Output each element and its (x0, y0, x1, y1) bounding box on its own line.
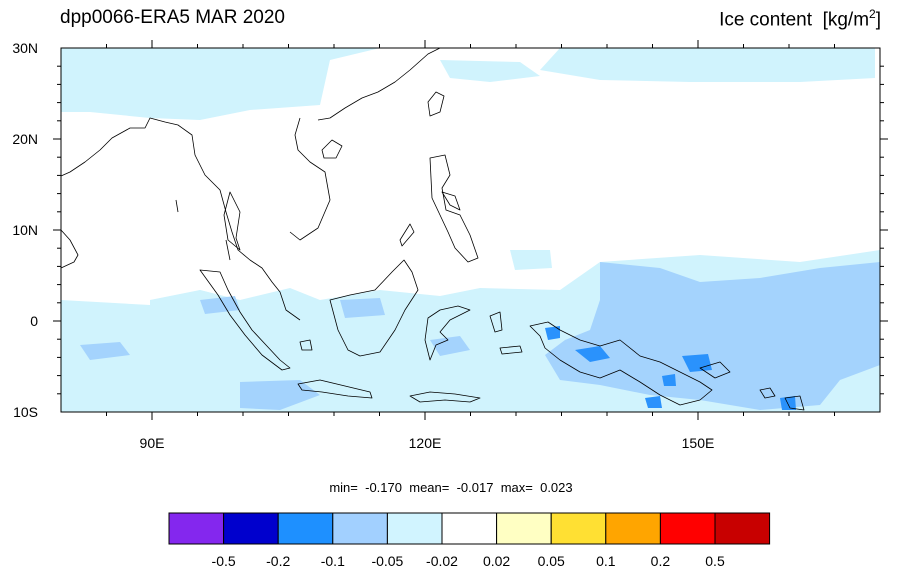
field-patch-dark (575, 346, 610, 362)
colorbar-labels: -0.5 -0.2 -0.1 -0.05 -0.02 0.02 0.05 0.1 0.2 0.5 (212, 553, 725, 569)
units-close: ] (875, 9, 881, 31)
coastline (429, 154, 479, 263)
colorbar-box (659, 512, 716, 545)
units-label: [kg/m (822, 9, 870, 31)
mean-label: mean= (409, 480, 450, 495)
colorbar-box (550, 512, 607, 545)
colorbar-label: 0.2 (651, 553, 671, 569)
field-patch-light (540, 48, 875, 82)
mean-value: -0.017 (456, 480, 494, 495)
coastline (441, 191, 461, 211)
lon-tick-label: 150E (682, 435, 715, 451)
field-patch-dark (780, 396, 796, 410)
field-patch-light (150, 290, 230, 322)
field-patch-medium (340, 298, 385, 318)
colorbar-label: 0.05 (538, 553, 565, 569)
field-patch-dark (645, 396, 662, 408)
coastline (299, 339, 313, 351)
colorbar-box (714, 512, 771, 545)
min-value: -0.170 (365, 480, 402, 495)
colorbar-label: -0.05 (371, 553, 403, 569)
lat-tick-label: 20N (12, 131, 38, 147)
lon-tick-label: 90E (140, 435, 165, 451)
ice-content-field (61, 48, 880, 412)
coastlines (60, 47, 805, 411)
max-label: max= (500, 480, 533, 495)
colorbar-box (605, 512, 661, 545)
colorbar: -0.5 -0.2 -0.1 -0.05 -0.02 0.02 0.05 0.1 0.2 0.5 (168, 512, 771, 569)
plot-title: dpp0066-ERA5 MAR 2020 (60, 7, 285, 28)
coastline (699, 361, 731, 379)
coastline (321, 139, 343, 159)
lat-tick-label: 10N (12, 222, 38, 238)
coastline (297, 379, 373, 399)
coastline (329, 259, 419, 357)
coastline (175, 199, 179, 213)
min-label: min= (329, 480, 358, 495)
colorbar-label: 0.02 (483, 553, 510, 569)
colorbar-box (332, 512, 388, 545)
coastline (60, 229, 79, 269)
field-patch-light (440, 60, 540, 82)
colorbar-box (496, 512, 552, 545)
coastline (60, 117, 301, 321)
coastline (759, 387, 776, 399)
colorbar-box (441, 512, 498, 545)
colorbar-label: 0.5 (705, 553, 725, 569)
colorbar-label: -0.5 (212, 553, 236, 569)
statistics-line: min= -0.170 mean= -0.017 max= 0.023 (0, 480, 902, 495)
field-patch-medium (430, 336, 470, 356)
variable-label: Ice content (719, 9, 813, 31)
axis-tick-labels: 90E 120E 150E 30N 20N 10N 0 10S (12, 40, 714, 451)
axis-ticks (53, 40, 888, 420)
lat-tick-label: 10S (13, 404, 38, 420)
colorbar-label: -0.2 (266, 553, 290, 569)
colorbar-box (223, 512, 279, 545)
units-superscript: 2 (869, 7, 876, 21)
coastline (529, 321, 713, 406)
coastline (784, 395, 805, 411)
coastline (317, 47, 441, 121)
field-patch-light (61, 48, 380, 120)
field-patch-medium (545, 262, 880, 410)
coastline (199, 269, 291, 371)
coastline (225, 239, 231, 261)
coastline (424, 305, 471, 361)
field-patch-dark (662, 374, 676, 386)
coastline (223, 191, 241, 251)
max-value: 0.023 (540, 480, 573, 495)
variable-units-label: Ice content [kg/m2] (719, 7, 881, 31)
lon-tick-label: 120E (409, 435, 442, 451)
coastline (499, 345, 523, 355)
colorbar-label: -0.1 (321, 553, 345, 569)
colorbar-label: 0.1 (596, 553, 616, 569)
lat-tick-label: 30N (12, 40, 38, 56)
coastline (489, 311, 503, 333)
field-patch-medium (80, 342, 130, 360)
map-plot: 90E 120E 150E 30N 20N 10N 0 10S (12, 40, 888, 451)
field-patch-dark (545, 326, 560, 340)
colorbar-boxes (168, 512, 771, 545)
coastline (399, 223, 415, 247)
coastline (409, 391, 481, 403)
coastline (289, 117, 331, 241)
colorbar-label: -0.02 (426, 553, 458, 569)
coastline (427, 91, 445, 117)
colorbar-box (277, 512, 334, 545)
colorbar-box (386, 512, 443, 545)
colorbar-box (168, 512, 225, 545)
field-patch-medium (200, 296, 240, 314)
lat-tick-label: 0 (30, 313, 38, 329)
field-patch-dark (682, 354, 712, 372)
field-patch-light (510, 250, 552, 270)
